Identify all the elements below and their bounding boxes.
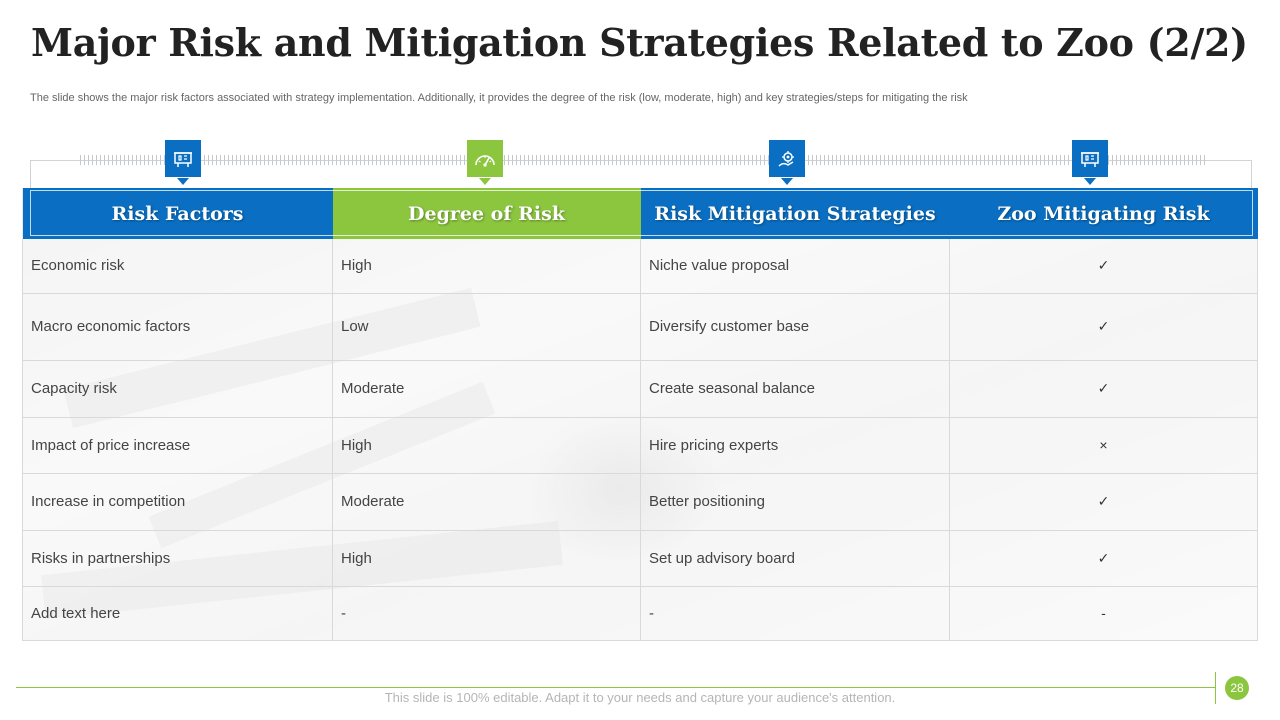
table-row: Macro economic factors Low Diversify cus… [22,293,1258,361]
zoo-sign-icon [165,140,201,177]
degree-cell: High [332,417,641,474]
page-subtitle: The slide shows the major risk factors a… [30,92,968,104]
gauge-icon [467,140,503,177]
strategy-cell: Niche value proposal [640,239,950,294]
table-header-row: Risk Factors Degree of Risk Risk Mitigat… [22,188,1258,239]
mitigation-mark-cell: ✓ [949,293,1258,361]
column-header-risk-mitigation-strategies: Risk Mitigation Strategies [640,188,950,239]
risk-factor-cell: Increase in competition [22,473,333,531]
table-row: Increase in competition Moderate Better … [22,473,1258,531]
degree-cell: Low [332,293,641,361]
column-header-risk-factors: Risk Factors [22,188,333,239]
degree-cell: High [332,530,641,587]
strategy-cell: Hire pricing experts [640,417,950,474]
strategy-cell: - [640,586,950,641]
strategy-cell: Set up advisory board [640,530,950,587]
table-row: Risks in partnerships High Set up adviso… [22,530,1258,587]
tab-arrow [479,178,491,185]
table-row: Capacity risk Moderate Create seasonal b… [22,360,1258,418]
table-row: Economic risk High Niche value proposal … [22,239,1258,294]
decorative-rail-ticks [80,155,1205,165]
page-number-badge: 28 [1225,676,1249,700]
risk-factor-cell: Add text here [22,586,333,641]
degree-cell: High [332,239,641,294]
table-row: Add text here - - - [22,586,1258,641]
column-header-degree-of-risk: Degree of Risk [332,188,641,239]
table-row: Impact of price increase High Hire prici… [22,417,1258,474]
mitigation-mark-cell: × [949,417,1258,474]
risk-factor-cell: Economic risk [22,239,333,294]
mitigation-mark-cell: ✓ [949,473,1258,531]
mitigation-mark-cell: - [949,586,1258,641]
page-title: Major Risk and Mitigation Strategies Rel… [31,20,1248,65]
tab-arrow [1084,178,1096,185]
risk-factor-cell: Macro economic factors [22,293,333,361]
footer-divider [16,687,1216,688]
degree-cell: - [332,586,641,641]
footer-divider-vertical [1215,672,1216,704]
zoo-sign-icon [1072,140,1108,177]
degree-cell: Moderate [332,473,641,531]
risk-factor-cell: Impact of price increase [22,417,333,474]
degree-cell: Moderate [332,360,641,418]
mitigation-mark-cell: ✓ [949,360,1258,418]
mitigation-mark-cell: ✓ [949,239,1258,294]
hand-gear-icon [769,140,805,177]
risk-table-container: Risk Factors Degree of Risk Risk Mitigat… [22,188,1258,641]
risk-factor-cell: Capacity risk [22,360,333,418]
risk-table: Risk Factors Degree of Risk Risk Mitigat… [22,188,1258,641]
tab-arrow [781,178,793,185]
footer-note: This slide is 100% editable. Adapt it to… [384,690,896,705]
tab-arrow [177,178,189,185]
strategy-cell: Diversify customer base [640,293,950,361]
strategy-cell: Better positioning [640,473,950,531]
strategy-cell: Create seasonal balance [640,360,950,418]
column-header-zoo-mitigating-risk: Zoo Mitigating Risk [949,188,1258,239]
mitigation-mark-cell: ✓ [949,530,1258,587]
risk-factor-cell: Risks in partnerships [22,530,333,587]
